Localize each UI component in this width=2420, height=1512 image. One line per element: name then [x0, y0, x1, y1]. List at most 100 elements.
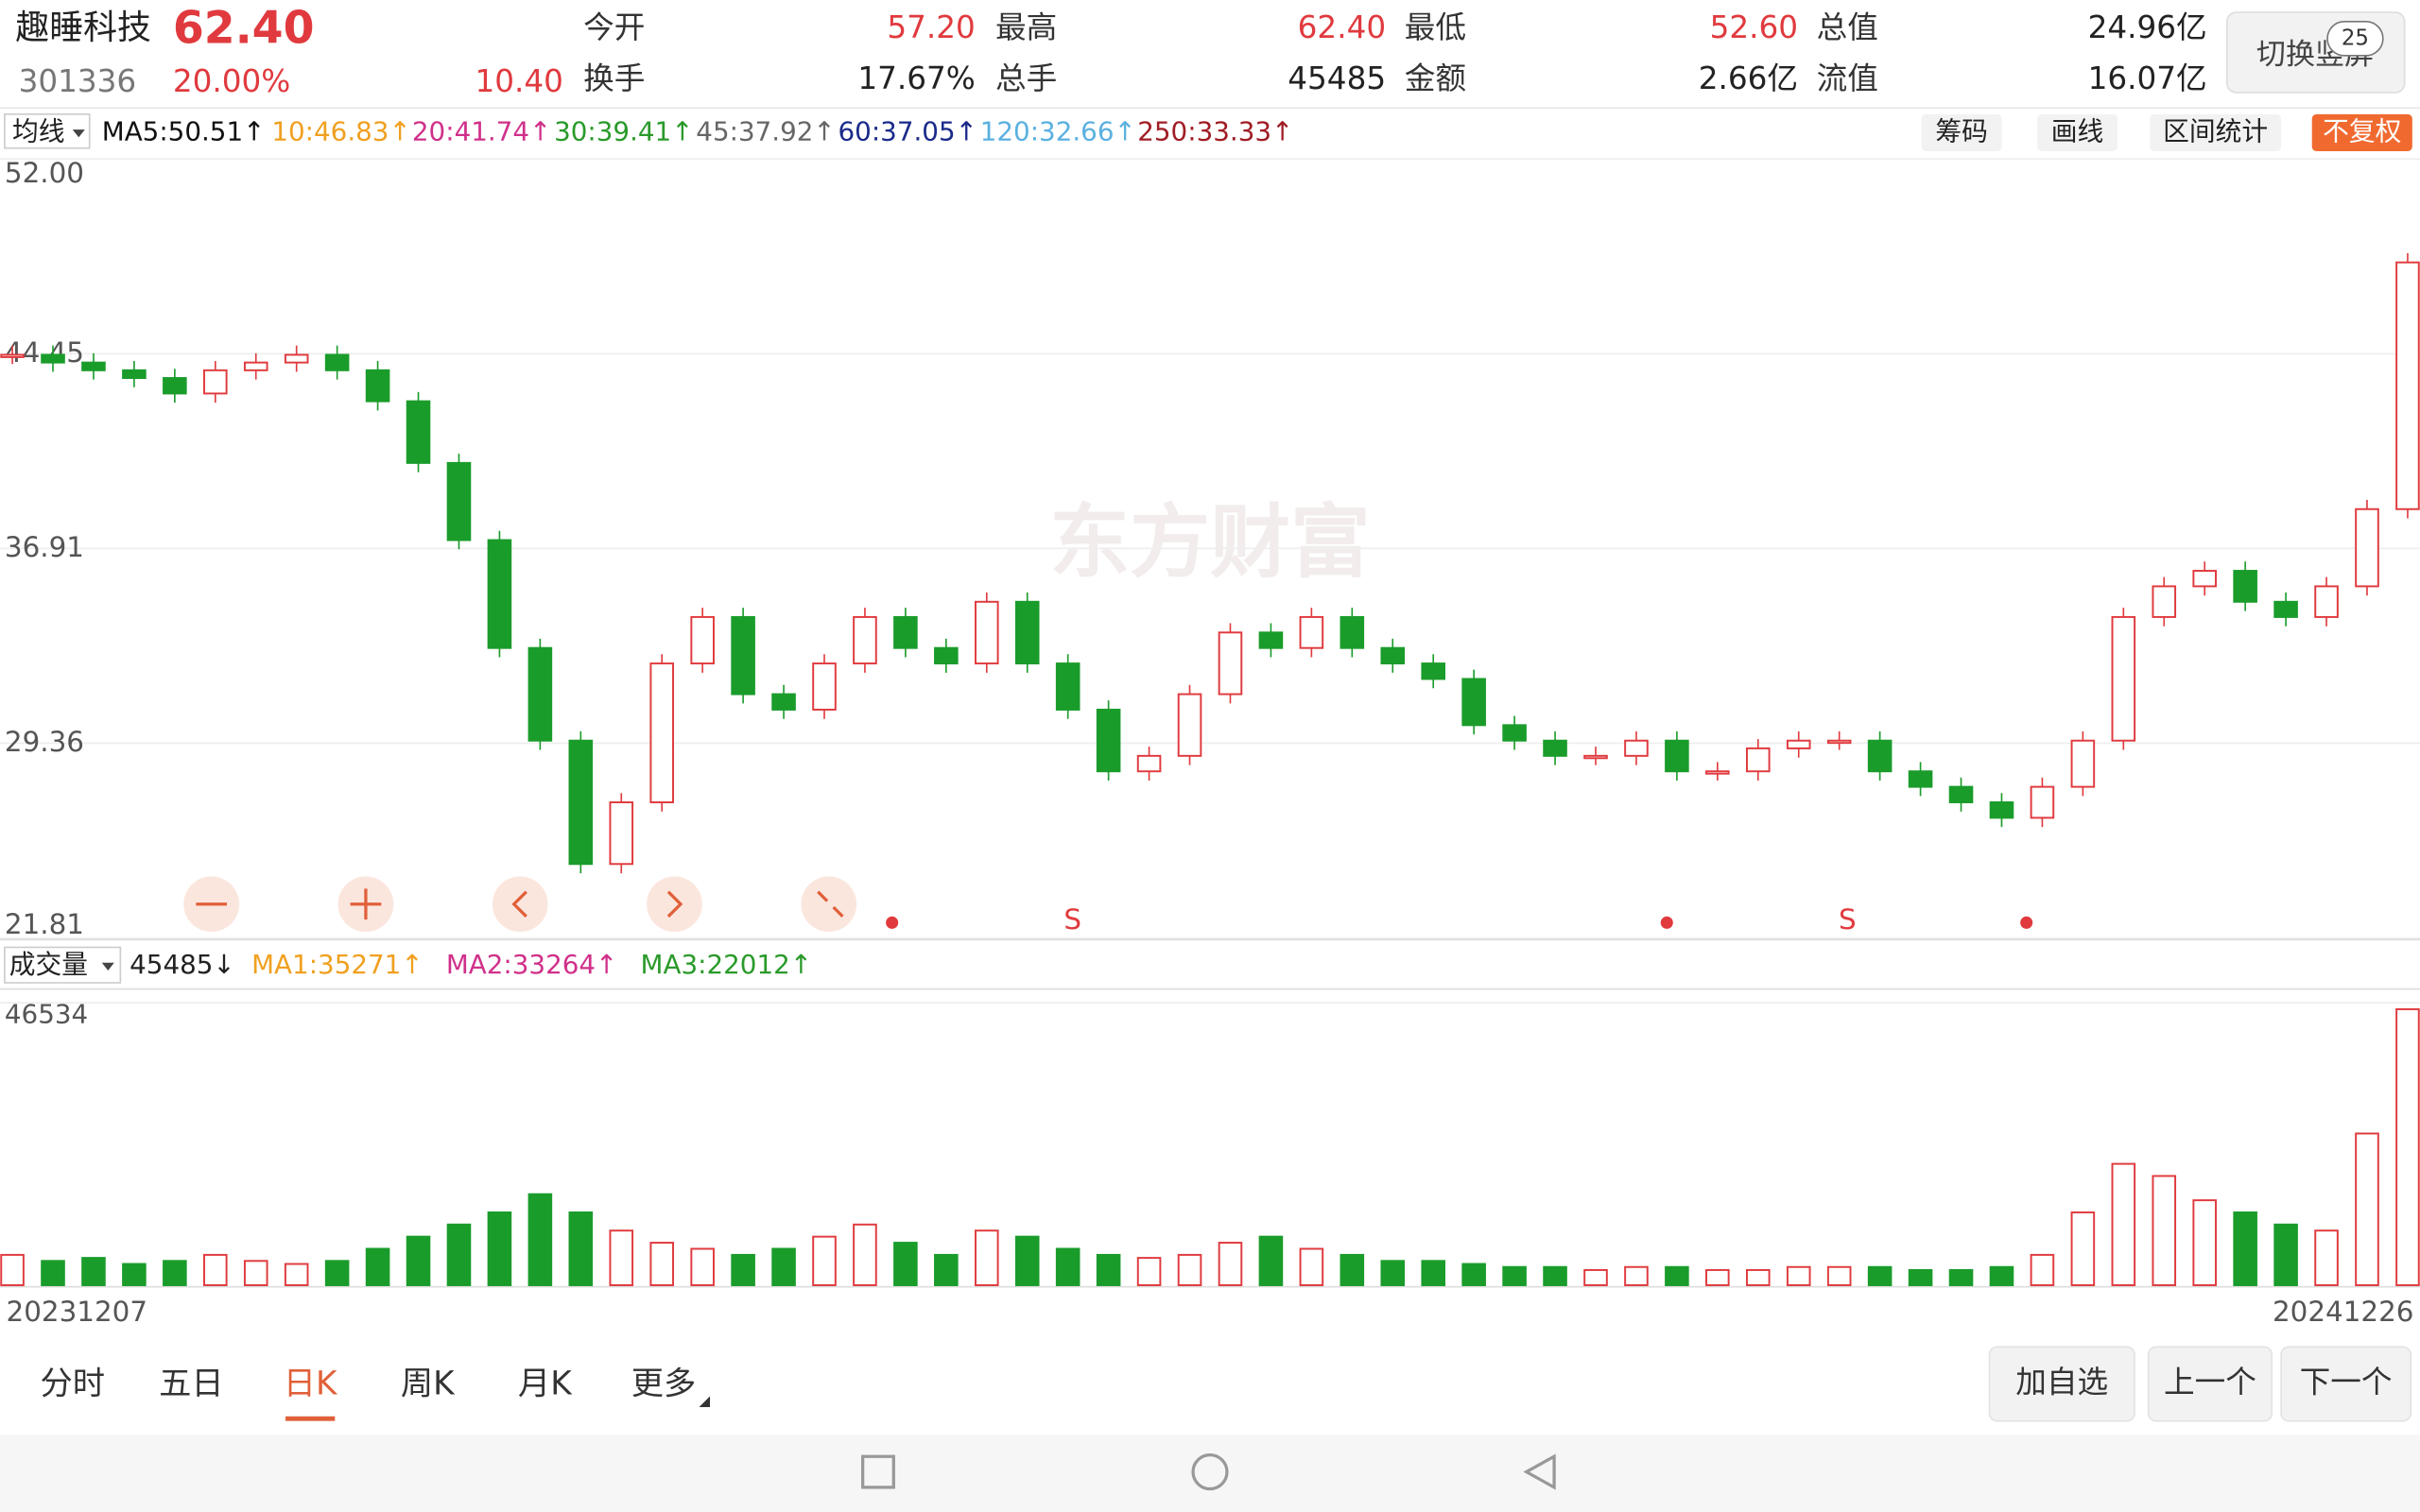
volume-bar	[163, 1260, 187, 1286]
tab[interactable]: 日K	[284, 1366, 338, 1403]
volume-bar	[1218, 1242, 1243, 1286]
control-icon	[817, 890, 844, 918]
candle	[1908, 770, 1933, 788]
ma-label: 60:37.05↑	[838, 115, 977, 146]
volume-bar	[2395, 1007, 2420, 1286]
y-tick-label: 21.81	[5, 908, 84, 940]
volume-bar	[2314, 1229, 2339, 1286]
tab[interactable]: 月K	[518, 1366, 573, 1403]
volume-bar	[122, 1263, 147, 1286]
volume-bar	[1826, 1265, 1852, 1286]
stat-value: 57.20	[887, 9, 975, 45]
action-button[interactable]	[2280, 1346, 2412, 1422]
candle	[41, 353, 65, 364]
volume-bar	[41, 1260, 65, 1286]
stat-label: 总手	[995, 60, 1057, 96]
volume-bar	[1908, 1268, 1933, 1286]
candle	[1421, 662, 1445, 680]
stat-label: 换手	[583, 60, 645, 96]
zoom-control[interactable]	[647, 876, 702, 933]
volume-bar	[1461, 1263, 1486, 1286]
volume-bar	[893, 1242, 918, 1286]
volume-bar	[690, 1247, 715, 1286]
volume-selector[interactable]	[4, 946, 122, 984]
volume-bar	[487, 1211, 512, 1286]
action-button-label: 下一个	[2300, 1364, 2393, 1400]
candle	[1299, 615, 1324, 649]
volume-bar	[1867, 1265, 1893, 1286]
volume-last: 45485↓	[130, 949, 235, 980]
candle	[1583, 754, 1608, 760]
tab[interactable]: 分时	[40, 1366, 105, 1403]
candle	[1948, 785, 1974, 803]
candle	[1014, 600, 1040, 665]
volume-bar	[1421, 1260, 1445, 1286]
volume-bar	[975, 1229, 999, 1286]
volume-bar	[853, 1223, 877, 1286]
tool-button-label: 画线	[2051, 115, 2104, 146]
candle	[81, 361, 106, 371]
zoom-control[interactable]	[801, 876, 857, 933]
dropdown-arrow	[101, 962, 114, 971]
candle	[324, 353, 350, 371]
tab[interactable]: 周K	[401, 1366, 456, 1403]
ma-label: MA5:50.51↑	[102, 115, 266, 146]
ma-label: 10:46.83↑	[271, 115, 410, 146]
volume-bar	[2070, 1211, 2096, 1286]
candle	[203, 369, 228, 395]
volume-bar	[731, 1253, 755, 1286]
volume-bar	[0, 1253, 25, 1286]
candle	[731, 615, 755, 696]
tool-button[interactable]	[2311, 113, 2412, 151]
more-arrow	[699, 1396, 711, 1407]
control-icon	[666, 890, 683, 918]
candle	[163, 377, 187, 395]
volume-bar	[1299, 1247, 1324, 1286]
volume-bar	[1014, 1235, 1040, 1286]
candle	[365, 369, 390, 403]
volume-bar	[1624, 1265, 1649, 1286]
volume-bar	[2030, 1253, 2055, 1286]
volume-bar	[1340, 1253, 1365, 1286]
candle	[690, 615, 715, 665]
volume-ma-label: MA1:35271↑	[251, 949, 423, 980]
volume-bar	[1258, 1235, 1284, 1286]
candle	[1218, 631, 1243, 696]
stat-label: 最低	[1405, 9, 1466, 45]
ma-label: 120:32.66↑	[980, 115, 1136, 146]
candle	[527, 646, 553, 742]
volume-bar	[365, 1247, 390, 1286]
candle	[1867, 739, 1893, 773]
volume-bar	[1136, 1257, 1162, 1286]
tool-button[interactable]	[2150, 113, 2282, 151]
volume-bar	[2192, 1199, 2217, 1286]
stat-value: 2.66亿	[1699, 60, 1798, 96]
signal-label: S	[1839, 903, 1857, 936]
volume-bar	[1502, 1265, 1527, 1286]
volume-bar	[446, 1223, 472, 1286]
tab[interactable]: 更多	[631, 1366, 697, 1403]
zoom-control[interactable]	[492, 876, 548, 933]
volume-bar	[1177, 1253, 1202, 1286]
candle	[2355, 507, 2379, 588]
tab[interactable]: 五日	[159, 1366, 224, 1403]
candle	[2233, 570, 2257, 603]
nav-recent[interactable]	[861, 1454, 895, 1489]
tool-button[interactable]	[2037, 113, 2118, 151]
candle	[1543, 739, 1567, 757]
tool-button-label: 筹码	[1935, 115, 1988, 146]
action-button[interactable]	[1988, 1346, 2135, 1422]
volume-bar	[771, 1247, 796, 1286]
candle	[771, 693, 796, 711]
watermark: 东方财富	[1049, 496, 1371, 590]
action-button[interactable]	[2147, 1346, 2273, 1422]
nav-home[interactable]	[1191, 1452, 1229, 1491]
candle	[243, 361, 268, 371]
stock-code: 301336	[19, 63, 137, 99]
nav-back[interactable]	[1523, 1453, 1556, 1490]
tool-button[interactable]	[1921, 113, 2002, 151]
change: 10.40	[475, 63, 562, 99]
volume-bar	[609, 1229, 634, 1286]
